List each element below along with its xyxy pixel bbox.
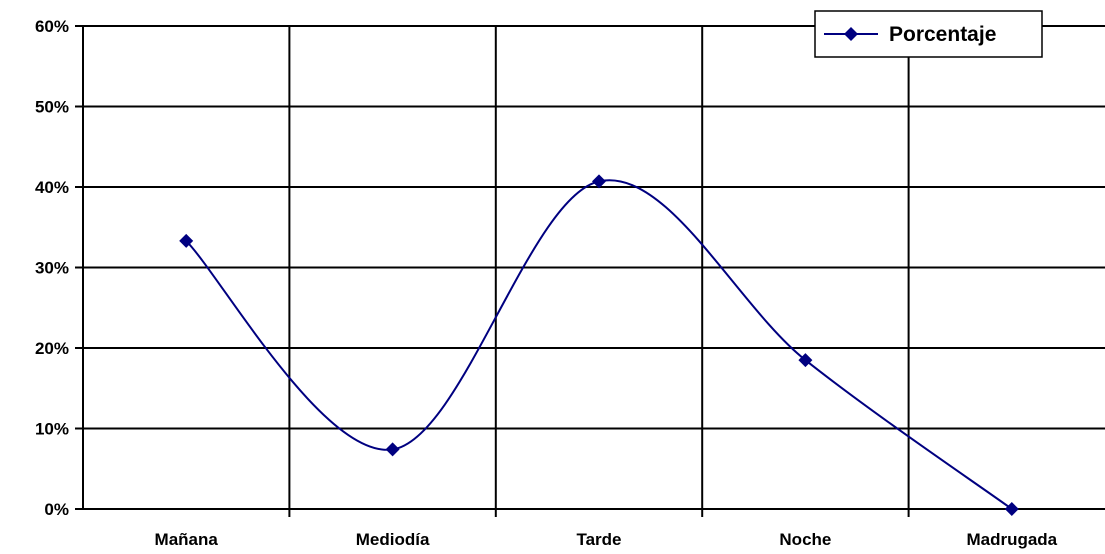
y-tick-label: 40%	[35, 178, 69, 197]
series-line	[185, 179, 1013, 510]
legend-marker-diamond-icon	[844, 27, 858, 41]
x-tick-label: Tarde	[576, 530, 621, 549]
axes	[75, 25, 1105, 517]
y-tick-label: 10%	[35, 420, 69, 439]
x-tick-label: Mediodía	[356, 530, 430, 549]
data-point-diamond	[385, 442, 400, 457]
data-point-diamond	[592, 174, 606, 189]
x-tick-label: Noche	[779, 530, 831, 549]
legend: Porcentaje	[814, 10, 1043, 58]
y-tick-labels: 0% 10% 20% 30% 40% 50% 60%	[35, 17, 69, 519]
x-tick-labels: Mañana Mediodía Tarde Noche Madrugada	[155, 530, 1058, 549]
x-tick-label: Madrugada	[966, 530, 1057, 549]
y-tick-label: 20%	[35, 339, 69, 358]
y-tick-label: 0%	[44, 500, 69, 519]
y-tick-label: 60%	[35, 17, 69, 36]
data-point-diamond	[798, 353, 813, 368]
grid	[83, 25, 1105, 509]
data-point-diamond	[1004, 502, 1019, 516]
legend-label: Porcentaje	[889, 23, 996, 46]
y-tick-label: 30%	[35, 259, 69, 278]
series	[179, 174, 1019, 516]
y-tick-label: 50%	[35, 98, 69, 117]
data-point-diamond	[179, 233, 194, 248]
x-tick-label: Mañana	[155, 530, 219, 549]
